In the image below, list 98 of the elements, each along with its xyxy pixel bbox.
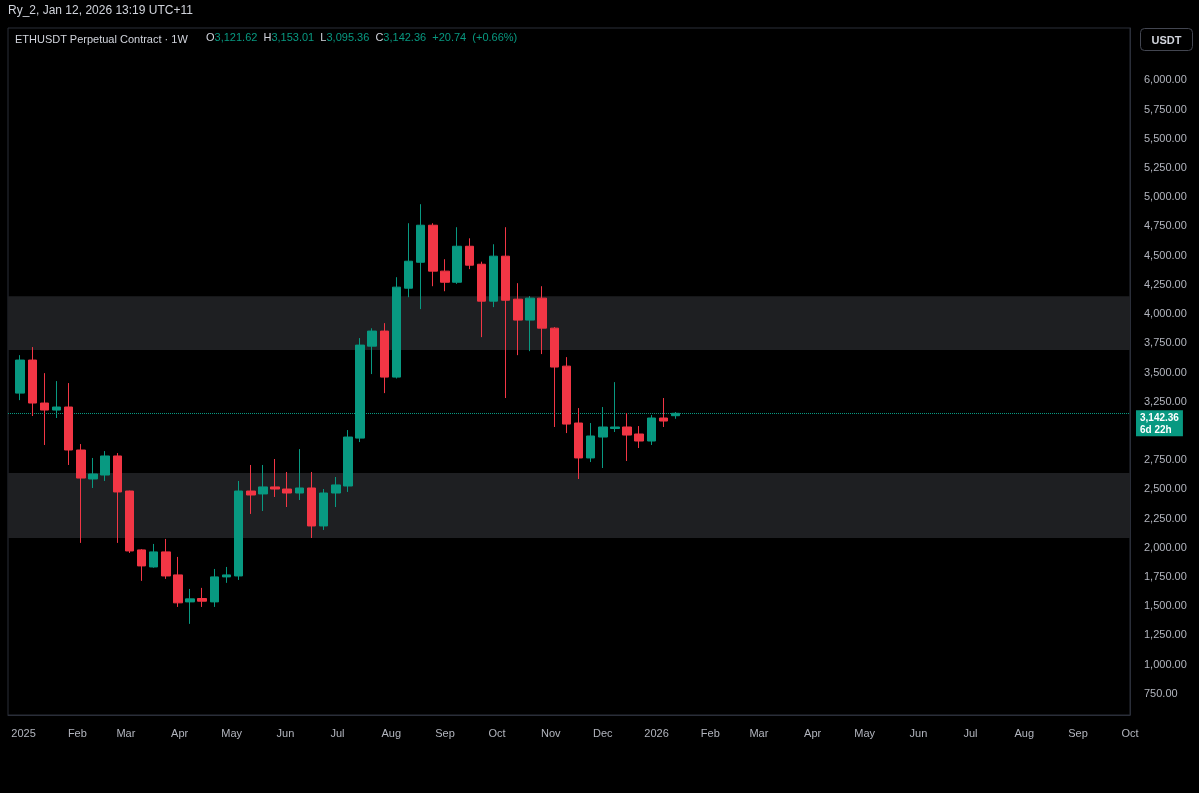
y-tick-label: 3,250.00 (1144, 394, 1187, 407)
x-tick-label: Oct (488, 726, 506, 739)
y-tick-label: 4,500.00 (1144, 248, 1187, 261)
candlestick (537, 285, 547, 355)
x-tick-label: May (221, 726, 243, 739)
x-tick-label: Feb (67, 726, 87, 739)
y-tick-label: 4,250.00 (1144, 277, 1187, 290)
x-tick-label: Apr (171, 726, 189, 739)
candlestick (210, 568, 219, 608)
x-tick-label: Aug (1014, 726, 1035, 739)
y-tick-label: 5,000.00 (1144, 190, 1187, 203)
y-axis-title: USDT (1151, 33, 1182, 46)
candlestick (562, 356, 571, 434)
candlestick (173, 556, 183, 608)
candlestick (100, 450, 110, 482)
x-tick-label: Jul (963, 726, 978, 739)
y-tick-label: 2,500.00 (1144, 482, 1187, 495)
y-tick-label: 4,750.00 (1144, 219, 1187, 232)
candlestick (246, 464, 256, 515)
y-tick-label: 1,000.00 (1144, 657, 1187, 670)
candlestick (125, 490, 134, 554)
candlestick (222, 566, 231, 584)
x-tick-label: Nov (541, 726, 562, 739)
candlestick (428, 222, 438, 287)
candlestick (234, 480, 243, 581)
y-tick-label: 3,500.00 (1144, 365, 1187, 378)
candlestick (185, 588, 195, 625)
y-tick-label: 3,750.00 (1144, 336, 1187, 349)
candlestick (270, 458, 280, 498)
text: Ry_2, Jan 12, 2026 13:19 UTC+11 (8, 3, 194, 17)
x-tick-label: Dec (593, 726, 614, 739)
candlestick (137, 548, 146, 582)
candlestick (622, 412, 632, 462)
y-tick-label: 6,000.00 (1144, 73, 1187, 86)
y-tick-label: 1,250.00 (1144, 628, 1187, 641)
y-tick-label: 5,500.00 (1144, 131, 1187, 144)
candlestick (88, 457, 98, 489)
candlestick (452, 226, 462, 285)
candlestick (161, 538, 171, 580)
candlestick (465, 237, 474, 270)
y-tick-label: 1,750.00 (1144, 569, 1187, 582)
candlestick (149, 543, 158, 569)
candlestick (40, 372, 49, 446)
y-tick-label: 5,750.00 (1144, 102, 1187, 115)
x-tick-label: Oct (1121, 726, 1139, 739)
candlestick (343, 429, 353, 493)
y-tick-label: 5,250.00 (1144, 161, 1187, 174)
candlestick (525, 295, 535, 352)
candlestick (282, 471, 292, 508)
candlestick (15, 354, 25, 401)
candlestick (513, 282, 523, 356)
x-tick-label: Feb (700, 726, 720, 739)
y-tick-label: 2,000.00 (1144, 540, 1187, 553)
candlestick (550, 326, 559, 428)
x-tick-label: Jul (330, 726, 345, 739)
chart-title: ETHUSDT Perpetual Contract · 1W (15, 32, 189, 45)
candlestick (197, 587, 207, 608)
candlestick (76, 443, 86, 544)
candlestick (586, 422, 595, 463)
candlestick (416, 203, 425, 310)
y-tick-label: 2,250.00 (1144, 511, 1187, 524)
x-tick-label: Jun (276, 726, 295, 739)
x-tick-label: Apr (804, 726, 822, 739)
ref-line-label: 3,142.36 6d 22h (1140, 411, 1180, 435)
candlestick (64, 382, 73, 466)
candlestick (113, 452, 122, 544)
candlestick (392, 276, 401, 380)
candlestick (295, 448, 304, 501)
y-tick-label: 4,000.00 (1144, 307, 1187, 320)
candlestick (634, 425, 644, 449)
candlestick (307, 471, 316, 539)
candlestick (367, 327, 377, 375)
y-tick-label: 1,500.00 (1144, 599, 1187, 612)
candlestick (659, 397, 668, 428)
x-tick-label: Mar (116, 726, 136, 739)
candlestick (404, 222, 413, 298)
x-tick-label: 2026 (644, 726, 669, 739)
candlestick (647, 414, 656, 446)
candlestick (489, 243, 498, 308)
text: O3,121.62 H3,153.01 L3,095.36 C3,142.36 +20.74 (+0.66%) (206, 30, 518, 43)
candlestick (380, 322, 389, 394)
x-tick-label: 2025 (11, 726, 36, 739)
x-tick-label: May (854, 726, 876, 739)
candlestick (477, 261, 486, 338)
x-tick-label: Sep (1068, 726, 1088, 739)
candlestick (28, 346, 37, 417)
candlestick (331, 476, 341, 508)
y-tick-label: 2,750.00 (1144, 453, 1187, 466)
candlestick (258, 464, 268, 512)
x-tick-label: Aug (381, 726, 402, 739)
candlestick (501, 226, 510, 399)
y-tick-label: 750.00 (1144, 686, 1178, 699)
candlestick (440, 258, 450, 292)
candlestick (319, 488, 328, 531)
candlestick (574, 407, 583, 480)
x-tick-label: Jun (909, 726, 928, 739)
x-tick-label: Mar (749, 726, 769, 739)
x-tick-label: Sep (435, 726, 455, 739)
